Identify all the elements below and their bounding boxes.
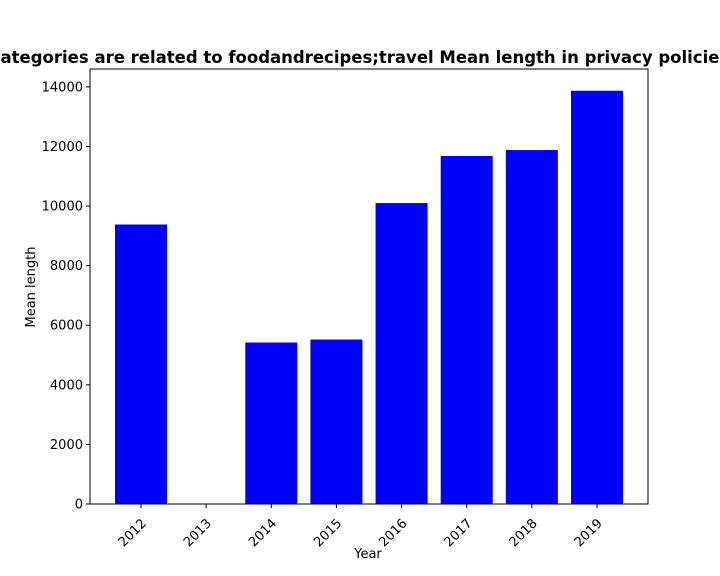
y-tick-label-10000: 10000 — [42, 200, 83, 215]
bar-2015 — [310, 339, 363, 504]
bar-2019 — [570, 90, 623, 504]
y-tick-label-14000: 14000 — [42, 80, 83, 95]
bar-2017 — [440, 156, 493, 504]
y-tick-label-8000: 8000 — [50, 259, 83, 274]
y-tick-label-0: 0 — [75, 498, 83, 513]
bar-2014 — [245, 342, 298, 504]
y-tick-label-2000: 2000 — [50, 438, 83, 453]
chart-title: categories are related to foodandrecipes… — [0, 48, 720, 67]
bar-2016 — [375, 203, 428, 504]
y-tick-label-6000: 6000 — [50, 319, 83, 334]
x-axis-label: Year — [353, 547, 382, 562]
y-axis: 0 2000 4000 6000 8000 10000 12000 14000 — [42, 80, 90, 513]
bar-2018 — [505, 150, 558, 505]
plot-frame — [89, 68, 649, 505]
y-axis-label: Mean length — [24, 247, 39, 328]
y-tick-label-4000: 4000 — [50, 378, 83, 393]
y-tick-label-12000: 12000 — [42, 140, 83, 155]
bars-group — [115, 90, 623, 505]
bar-2012 — [115, 224, 167, 504]
